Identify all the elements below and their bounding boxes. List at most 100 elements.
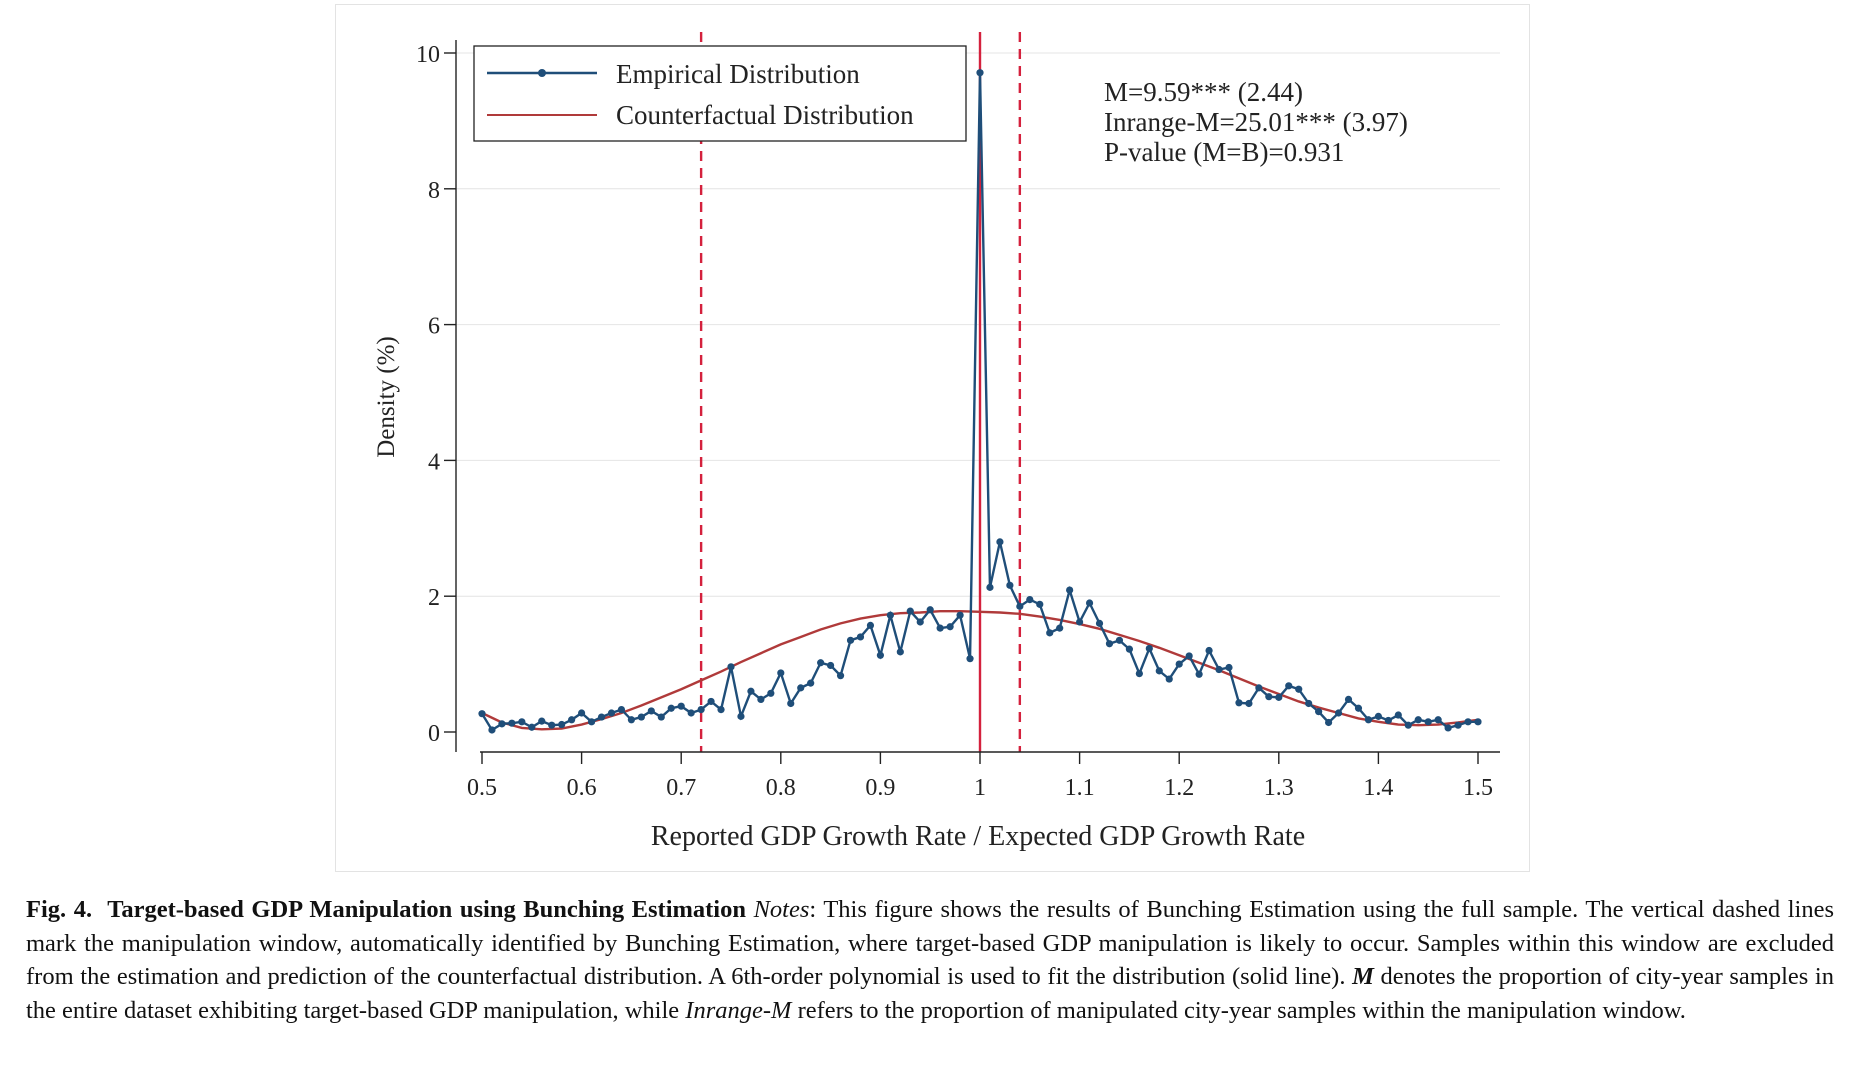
empirical-point (1186, 652, 1193, 659)
empirical-point (1196, 671, 1203, 678)
legend-counterfactual-label: Counterfactual Distribution (616, 100, 914, 130)
y-tick-label: 2 (428, 585, 440, 611)
y-tick-label: 6 (428, 314, 440, 340)
empirical-point (1146, 645, 1153, 652)
empirical-point (1265, 693, 1272, 700)
empirical-point (1245, 700, 1252, 707)
empirical-point (698, 706, 705, 713)
empirical-point (1445, 724, 1452, 731)
y-tick-label: 4 (428, 449, 440, 475)
empirical-point (1395, 711, 1402, 718)
empirical-point (787, 700, 794, 707)
empirical-point (917, 618, 924, 625)
empirical-point (827, 662, 834, 669)
empirical-point (777, 669, 784, 676)
caption-text-3: refers to the proportion of manipulated … (791, 997, 1685, 1024)
empirical-point (498, 720, 505, 727)
empirical-point (628, 716, 635, 723)
empirical-point (578, 709, 585, 716)
annotation-block: M=9.59*** (2.44) Inrange-M=25.01*** (3.9… (1104, 77, 1408, 167)
y-axis-label: Density (%) (373, 336, 400, 458)
empirical-point (658, 713, 665, 720)
empirical-point (956, 612, 963, 619)
empirical-point (688, 709, 695, 716)
empirical-point (1225, 664, 1232, 671)
empirical-point (817, 659, 824, 666)
empirical-point (1176, 661, 1183, 668)
empirical-point (1076, 618, 1083, 625)
x-axis-label: Reported GDP Growth Rate / Expected GDP … (651, 821, 1305, 852)
empirical-point (877, 652, 884, 659)
empirical-point (1454, 722, 1461, 729)
empirical-point (1325, 719, 1332, 726)
empirical-point (937, 625, 944, 632)
annotation-m: M=9.59*** (2.44) (1104, 77, 1303, 107)
empirical-point (767, 690, 774, 697)
x-tick-label: 1.1 (1065, 775, 1095, 801)
empirical-point (1365, 716, 1372, 723)
empirical-point (1156, 667, 1163, 674)
empirical-point (927, 606, 934, 613)
legend-empirical-marker (538, 69, 546, 77)
x-tick-label: 1 (974, 775, 986, 801)
y-tick-label: 0 (428, 721, 440, 747)
empirical-point (1474, 718, 1481, 725)
empirical-point (548, 722, 555, 729)
empirical-point (1425, 718, 1432, 725)
empirical-point (1335, 709, 1342, 716)
empirical-point (707, 698, 714, 705)
x-tick-label: 1.5 (1463, 775, 1493, 801)
legend-empirical-label: Empirical Distribution (616, 59, 860, 89)
empirical-point (747, 688, 754, 695)
empirical-point (996, 538, 1003, 545)
empirical-point (1215, 666, 1222, 673)
empirical-point (717, 706, 724, 713)
x-tick-label: 1.4 (1363, 775, 1393, 801)
caption-title: Target-based GDP Manipulation using Bunc… (107, 896, 746, 923)
empirical-point (907, 608, 914, 615)
empirical-point (966, 655, 973, 662)
caption-notes-label: Notes (754, 896, 810, 923)
empirical-point (1016, 603, 1023, 610)
chart: 0 2 4 6 8 10 0.5 0.6 0.7 0.8 0.9 1 1.1 1.2 1.3 1.4 1.5 D… (0, 0, 1858, 880)
figure-caption: Fig. 4. Target-based GDP Manipulation us… (26, 893, 1834, 1027)
x-tick-label: 0.9 (865, 775, 895, 801)
empirical-point (1315, 708, 1322, 715)
x-tick-label: 0.6 (567, 775, 597, 801)
annotation-p-value: P-value (M=B)=0.931 (1104, 137, 1344, 167)
empirical-point (1046, 629, 1053, 636)
empirical-point (986, 584, 993, 591)
caption-m-symbol: M (1352, 963, 1374, 990)
empirical-point (1006, 582, 1013, 589)
x-tick-label: 0.8 (766, 775, 796, 801)
empirical-point (668, 705, 675, 712)
empirical-point (757, 696, 764, 703)
empirical-point (1305, 700, 1312, 707)
empirical-point (1464, 718, 1471, 725)
empirical-point (1166, 675, 1173, 682)
empirical-point (847, 637, 854, 644)
empirical-point (1205, 647, 1212, 654)
empirical-point (807, 680, 814, 687)
empirical-point (598, 713, 605, 720)
empirical-point (1255, 684, 1262, 691)
empirical-point (857, 633, 864, 640)
x-tick-label: 0.7 (666, 775, 696, 801)
empirical-point (976, 69, 983, 76)
empirical-point (727, 663, 734, 670)
empirical-point (588, 718, 595, 725)
empirical-point (867, 622, 874, 629)
empirical-point (558, 721, 565, 728)
empirical-point (737, 713, 744, 720)
empirical-point (797, 684, 804, 691)
empirical-point (1126, 646, 1133, 653)
empirical-point (608, 709, 615, 716)
empirical-point (1345, 696, 1352, 703)
empirical-point (947, 623, 954, 630)
empirical-point (508, 720, 515, 727)
empirical-point (538, 718, 545, 725)
x-tick-label: 1.2 (1164, 775, 1194, 801)
empirical-point (518, 718, 525, 725)
annotation-inrange-m: Inrange-M=25.01*** (3.97) (1104, 107, 1408, 137)
empirical-point (1275, 694, 1282, 701)
